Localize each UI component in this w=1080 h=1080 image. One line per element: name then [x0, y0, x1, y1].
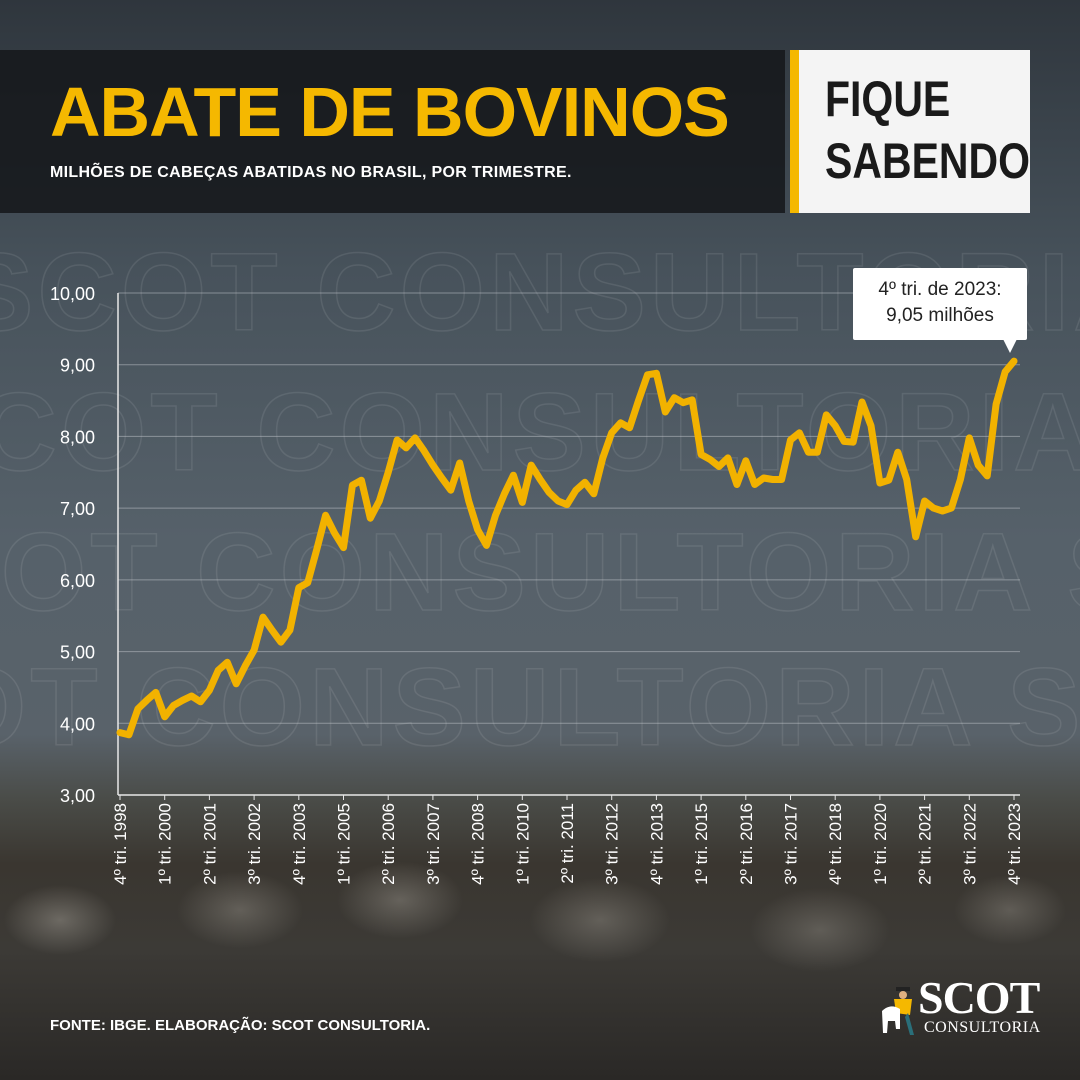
annotation-line-2: 9,05 milhões [886, 305, 994, 326]
y-tick-label: 10,00 [50, 284, 95, 304]
watermark-text: SCOT CONSULTORIA SCOT CONSULTORIA SCOT C… [0, 646, 1080, 769]
x-tick-label: 4º tri. 1998 [111, 803, 130, 885]
cattle-background [0, 840, 1080, 1080]
x-tick-label: 1º tri. 2005 [335, 803, 354, 885]
x-axis-labels: 4º tri. 1998 1º tri. 2000 2º tri. 2001 3º t… [111, 803, 1024, 885]
x-tick-label: 2º tri. 2021 [916, 803, 935, 885]
logo-text: SCOT [918, 972, 1040, 1023]
x-tick-label: 2º tri. 2001 [200, 803, 219, 885]
y-tick-label: 7,00 [60, 499, 95, 519]
x-tick-label: 1º tri. 2000 [156, 803, 175, 885]
y-tick-label: 8,00 [60, 427, 95, 447]
x-tick-label: 4º tri. 2013 [647, 803, 666, 885]
x-tick-label: 3º tri. 2007 [424, 803, 443, 885]
y-tick-label: 6,00 [60, 571, 95, 591]
last-value-annotation: 4º tri. de 2023: 9,05 milhões [853, 268, 1027, 353]
source-note: FONTE: IBGE. ELABORAÇÃO: SCOT CONSULTORI… [50, 1017, 431, 1034]
y-tick-label: 5,00 [60, 643, 95, 663]
y-tick-label: 3,00 [60, 786, 95, 806]
y-tick-label: 4,00 [60, 714, 95, 734]
x-tick-label: 2º tri. 2011 [558, 803, 577, 884]
y-tick-label: 9,00 [60, 356, 95, 376]
series-line [116, 357, 1018, 739]
annotation-line-1: 4º tri. de 2023: [878, 279, 1002, 300]
badge-line-1: FIQUE [825, 71, 951, 127]
x-tick-label: 2º tri. 2006 [379, 803, 398, 885]
scot-logo: SCOT CONSULTORIA [880, 975, 1040, 1040]
cowboy-calf-icon [882, 987, 914, 1035]
fique-sabendo-badge: FIQUE SABENDO [790, 50, 1030, 213]
y-axis-labels: 3,00 4,00 5,00 6,00 7,00 8,00 9,00 10,00 [50, 284, 95, 806]
x-tick-label: 1º tri. 2020 [871, 803, 890, 885]
x-tick-label: 3º tri. 2022 [960, 803, 979, 885]
x-tick-label: 3º tri. 2002 [245, 803, 264, 885]
badge-line-2: SABENDO [825, 133, 1031, 189]
x-tick-label: 4º tri. 2008 [469, 803, 488, 885]
watermark-text: SCOT CONSULTORIA SCOT CONSULTORIA SCOT C… [0, 511, 1080, 634]
x-tick-label: 3º tri. 2017 [782, 803, 801, 885]
x-tick-label: 1º tri. 2015 [692, 803, 711, 885]
x-tick-label: 4º tri. 2003 [290, 803, 309, 885]
logo-subtext: CONSULTORIA [924, 1019, 1041, 1036]
x-tick-label: 4º tri. 2018 [826, 803, 845, 885]
x-tick-label: 3º tri. 2012 [603, 803, 622, 885]
title-bar [0, 50, 785, 213]
page-title: ABATE DE BOVINOS [50, 73, 730, 151]
page-subtitle: MILHÕES DE CABEÇAS ABATIDAS NO BRASIL, P… [50, 164, 572, 181]
x-tick-label: 1º tri. 2010 [513, 803, 532, 885]
x-tick-label: 4º tri. 2023 [1005, 803, 1024, 885]
x-tick-label: 2º tri. 2016 [737, 803, 756, 885]
